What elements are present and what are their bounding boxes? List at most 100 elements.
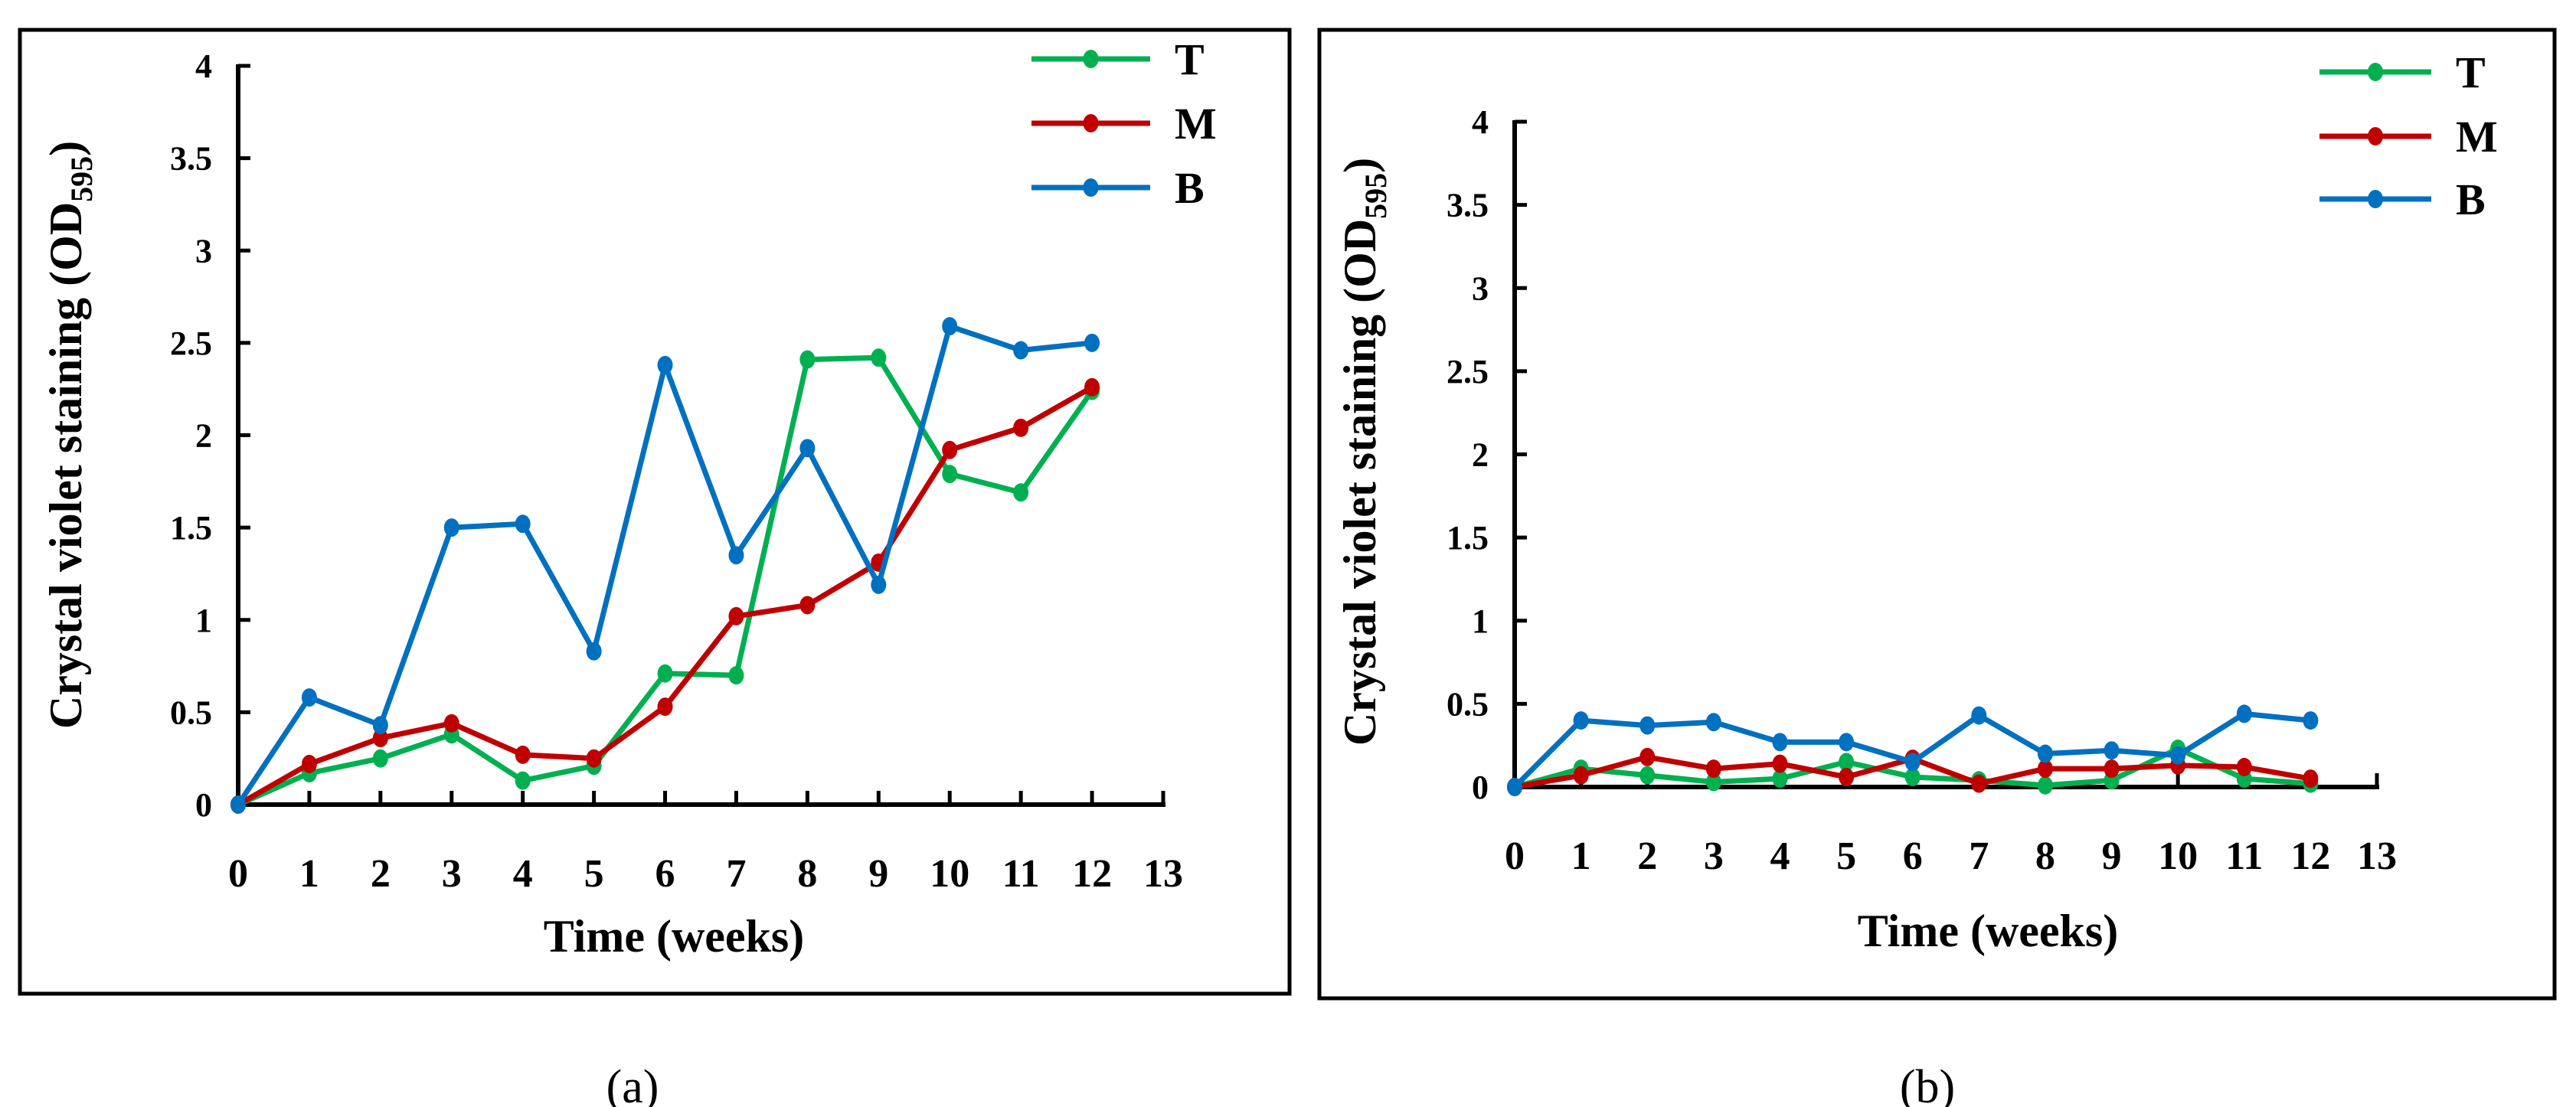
y-axis-title-main: Crystal violet staining (OD — [1335, 219, 1385, 746]
y-tick-label: 2.5 — [170, 325, 212, 362]
data-point-B — [1705, 713, 1721, 732]
x-tick-label: 11 — [1002, 852, 1040, 896]
series-line-M — [237, 384, 1093, 808]
data-point-M — [1573, 766, 1589, 785]
legend-label-M: M — [2456, 112, 2498, 162]
data-point-B — [586, 642, 602, 661]
legend-marker-B — [1083, 178, 1099, 197]
data-point-M — [1639, 747, 1656, 766]
data-point-M — [799, 596, 816, 615]
x-axis-title: Time (weeks) — [544, 911, 805, 962]
x-tick-label: 12 — [1072, 852, 1112, 896]
y-tick-label: 3.5 — [170, 140, 212, 178]
legend-marker-T — [2368, 63, 2383, 81]
x-tick-label: 4 — [513, 852, 533, 896]
y-tick-label: 0 — [195, 786, 212, 824]
y-tick-label: 1.5 — [1447, 519, 1489, 557]
data-point-B — [301, 688, 317, 707]
y-axis-title-end: ) — [41, 141, 91, 156]
data-point-M — [728, 606, 744, 625]
data-point-B — [1573, 711, 1589, 730]
data-point-B — [1971, 706, 1987, 725]
x-tick-label: 8 — [2035, 834, 2055, 878]
data-point-T — [728, 666, 744, 685]
x-axis-title: Time (weeks) — [1858, 906, 2119, 956]
legend-label-T: T — [2456, 47, 2486, 97]
data-point-M — [942, 440, 958, 459]
data-point-B — [1507, 778, 1522, 796]
data-point-B — [1839, 733, 1855, 752]
data-point-B — [799, 439, 816, 458]
x-tick-label: 0 — [228, 852, 248, 896]
data-point-B — [1904, 753, 1921, 772]
data-point-B — [2236, 704, 2252, 723]
x-tick-label: 8 — [797, 852, 817, 896]
series-line-B — [236, 323, 1093, 806]
y-tick-label: 3.5 — [1447, 187, 1489, 224]
panel-caption: (b) — [1900, 1061, 1955, 1107]
legend-marker-M — [2368, 127, 2383, 145]
panel-caption: (a) — [606, 1061, 659, 1107]
data-point-T — [1639, 766, 1656, 785]
data-point-T — [1772, 769, 1788, 789]
legend-label-B: B — [1175, 163, 1205, 213]
data-point-M — [1971, 774, 1987, 793]
x-tick-label: 7 — [1969, 834, 1989, 878]
y-tick-label: 1 — [195, 602, 212, 639]
x-tick-label: 1 — [299, 852, 319, 896]
legend-marker-M — [1083, 114, 1099, 132]
data-point-T — [1705, 772, 1721, 792]
data-point-T — [799, 350, 816, 369]
data-point-M — [515, 745, 531, 764]
data-point-T — [1904, 767, 1921, 786]
x-tick-label: 13 — [1143, 852, 1183, 896]
y-axis-title-subscript: 595 — [64, 156, 99, 202]
data-point-M — [301, 754, 317, 773]
data-point-T — [515, 771, 531, 790]
data-point-M — [2303, 769, 2319, 789]
y-tick-label: 4 — [1472, 103, 1489, 141]
data-point-M — [2236, 757, 2252, 776]
x-tick-label: 3 — [442, 852, 462, 896]
y-axis-title: Crystal violet staining (OD595) — [1335, 158, 1393, 746]
x-tick-label: 12 — [2290, 834, 2330, 878]
y-tick-label: 0 — [1472, 769, 1489, 806]
x-tick-label: 4 — [1770, 834, 1790, 878]
data-point-B — [230, 795, 246, 814]
data-point-B — [728, 546, 744, 565]
x-tick-label: 6 — [1903, 834, 1923, 878]
data-point-B — [2037, 744, 2053, 763]
y-axis-title-end: ) — [1335, 158, 1385, 173]
legend-label-B: B — [2456, 175, 2486, 224]
data-point-B — [1084, 333, 1100, 352]
y-tick-label: 2.5 — [1447, 353, 1489, 390]
data-point-T — [372, 749, 388, 768]
x-tick-label: 7 — [726, 852, 746, 896]
series-line-T — [237, 354, 1094, 808]
data-point-B — [657, 355, 673, 374]
legend-label-M: M — [1175, 99, 1217, 149]
data-point-B — [1013, 341, 1029, 360]
legend-marker-B — [2368, 190, 2383, 208]
data-point-B — [1772, 733, 1788, 752]
data-point-M — [1705, 759, 1721, 779]
y-tick-label: 1.5 — [170, 509, 212, 547]
data-point-T — [2037, 776, 2053, 795]
x-tick-label: 13 — [2357, 834, 2397, 878]
y-tick-label: 3 — [1472, 269, 1489, 307]
data-point-B — [1639, 716, 1656, 735]
y-axis-title-main: Crystal violet staining (OD — [41, 202, 91, 729]
data-point-B — [2104, 741, 2120, 760]
data-point-M — [1772, 754, 1788, 773]
data-point-T — [942, 465, 958, 484]
y-tick-label: 0.5 — [1447, 685, 1489, 723]
y-tick-label: 3 — [195, 232, 212, 269]
y-axis-title-subscript: 595 — [1358, 173, 1393, 219]
data-point-M — [586, 749, 602, 768]
x-tick-label: 10 — [2158, 834, 2198, 878]
panel-border — [18, 28, 1292, 996]
series-B — [230, 317, 1100, 814]
chart-panel-b: 00.511.522.533.540 1 2 3 4 5 6 7 8 9 10 11 12 13Time … — [1317, 28, 2557, 1107]
legend-label-T: T — [1175, 34, 1205, 84]
